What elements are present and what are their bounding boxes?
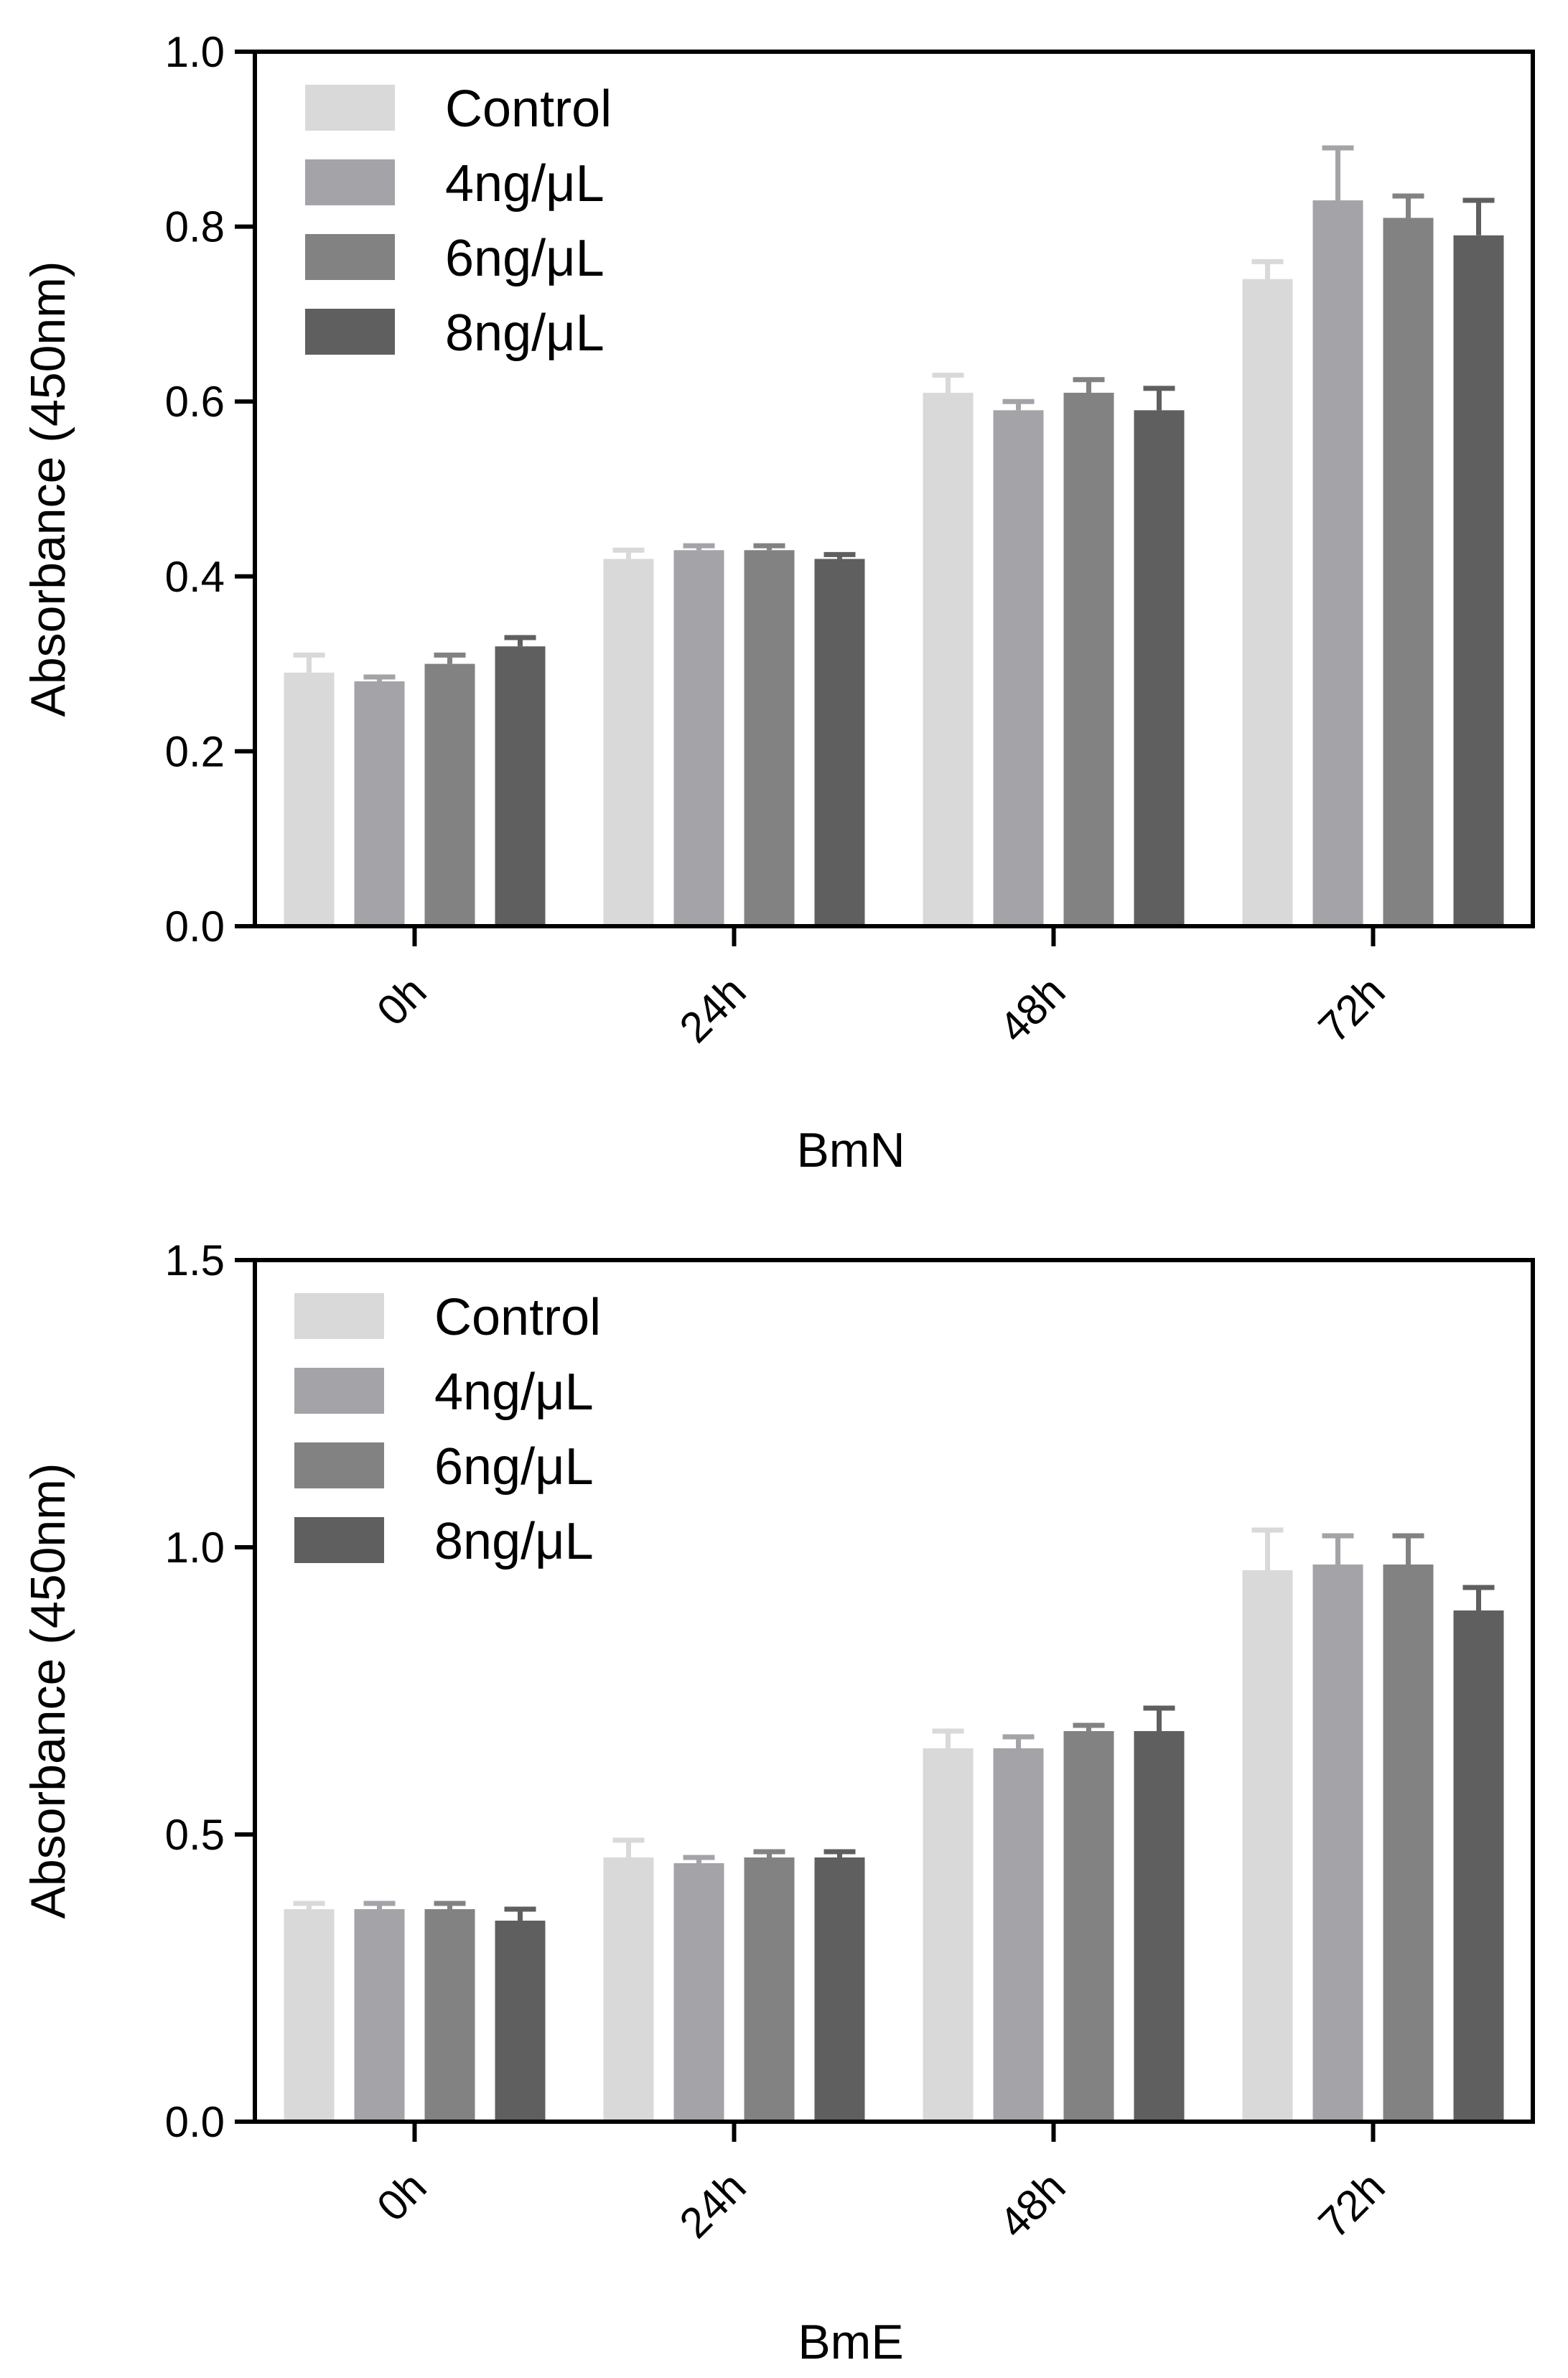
- x-tick-label-1-3: 72h: [1310, 2163, 1394, 2247]
- bar-0-0-2: [923, 393, 974, 926]
- y-tick-label-0-5: 1.0: [165, 28, 225, 76]
- bar-1-1-0: [354, 1909, 405, 2122]
- x-tick-label-0-0: 0h: [368, 967, 436, 1035]
- y-tick-label-1-3: 1.5: [165, 1236, 225, 1284]
- y-tick-label-0-3: 0.6: [165, 378, 225, 426]
- legend-0: Control 4ng/μL 6ng/μL 8ng/μL: [305, 80, 612, 362]
- x-tick-label-0-3: 72h: [1310, 967, 1394, 1052]
- x-tick-label-0-2: 48h: [990, 967, 1075, 1052]
- bar-0-1-2: [993, 410, 1044, 926]
- y-tick-label-0-2: 0.4: [165, 553, 225, 601]
- y-tick-label-1-1: 0.5: [165, 1811, 225, 1859]
- legend-swatch-1-2: [294, 1442, 384, 1488]
- y-axis-label-0: Absorbance (450nm): [21, 261, 75, 717]
- bar-1-0-3: [1242, 1570, 1293, 2122]
- bar-1-2-1: [744, 1857, 795, 2122]
- bar-1-1-1: [673, 1863, 724, 2122]
- plot-frame-1: [253, 1258, 1535, 2124]
- legend-label-1-2: 6ng/μL: [434, 1438, 594, 1496]
- y-tick-label-0-4: 0.8: [165, 203, 225, 251]
- bar-0-2-3: [1383, 218, 1434, 926]
- legend-swatch-0-0: [305, 85, 395, 131]
- bar-1-3-0: [495, 1921, 546, 2122]
- bar-0-1-1: [673, 550, 724, 926]
- x-tick-label-1-1: 24h: [671, 2163, 755, 2247]
- legend-label-1-3: 8ng/μL: [434, 1513, 594, 1570]
- bar-1-2-2: [1063, 1731, 1114, 2122]
- y-tick-label-1-2: 1.0: [165, 1524, 225, 1572]
- x-axis-label-1: BmE: [798, 2315, 903, 2369]
- x-tick-label-1-0: 0h: [368, 2163, 436, 2231]
- legend-label-1-1: 4ng/μL: [434, 1363, 594, 1421]
- legend-swatch-1-3: [294, 1517, 384, 1563]
- bar-0-0-1: [603, 559, 654, 926]
- legend-swatch-0-1: [305, 159, 395, 205]
- legend-label-0-1: 4ng/μL: [445, 155, 605, 213]
- x-axis-label-0: BmN: [796, 1123, 905, 1178]
- bar-0-2-0: [424, 663, 475, 926]
- bar-0-0-3: [1242, 279, 1293, 926]
- bar-1-2-0: [424, 1909, 475, 2122]
- legend-label-0-3: 8ng/μL: [445, 304, 605, 362]
- bar-1-0-0: [284, 1909, 335, 2122]
- y-tick-label-0-1: 0.2: [165, 727, 225, 775]
- bar-1-3-1: [814, 1857, 865, 2122]
- legend-swatch-1-0: [294, 1293, 384, 1339]
- bar-1-2-3: [1383, 1565, 1434, 2122]
- legend-swatch-0-2: [305, 234, 395, 280]
- x-tick-label-1-2: 48h: [990, 2163, 1075, 2247]
- bar-1-3-3: [1453, 1610, 1504, 2122]
- bar-1-1-3: [1312, 1565, 1363, 2122]
- chart-panel-0: 0.0 0.2 0.4 0.6 0.8 1.0 0h 24h 48h 72h Absorbance …: [21, 28, 1535, 1178]
- y-axis-label-1: Absorbance (450nm): [21, 1463, 75, 1918]
- chart-panel-1: 0.0 0.5 1.0 1.5 0h 24h 48h 72h Absorbance (450nm…: [21, 1236, 1535, 2369]
- legend-label-0-2: 6ng/μL: [445, 230, 605, 287]
- bar-0-3-0: [495, 646, 546, 926]
- bar-0-2-1: [744, 550, 795, 926]
- y-tick-label-0-0: 0.0: [165, 903, 225, 951]
- bar-1-1-2: [993, 1748, 1044, 2122]
- legend-swatch-0-3: [305, 309, 395, 355]
- bar-1-0-2: [923, 1748, 974, 2122]
- bar-0-3-2: [1134, 410, 1185, 926]
- bar-1-3-2: [1134, 1731, 1185, 2122]
- legend-swatch-1-1: [294, 1368, 384, 1414]
- legend-label-0-0: Control: [445, 80, 612, 138]
- plot-frame-0: [253, 50, 1535, 928]
- x-tick-label-0-1: 24h: [671, 967, 755, 1052]
- bar-1-0-1: [603, 1857, 654, 2122]
- y-tick-label-1-0: 0.0: [165, 2098, 225, 2146]
- bar-0-2-2: [1063, 393, 1114, 926]
- legend-label-1-0: Control: [434, 1289, 601, 1346]
- legend-1: Control 4ng/μL 6ng/μL 8ng/μL: [294, 1289, 601, 1570]
- bar-0-0-0: [284, 672, 335, 926]
- bar-0-1-3: [1312, 200, 1363, 926]
- bar-0-1-0: [354, 681, 405, 926]
- bar-0-3-1: [814, 559, 865, 926]
- bar-0-3-3: [1453, 235, 1504, 926]
